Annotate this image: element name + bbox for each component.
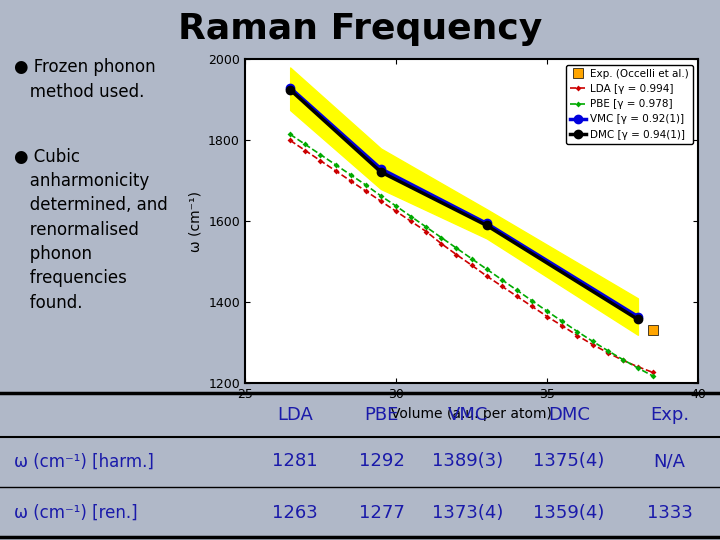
Text: LDA: LDA [277, 406, 313, 423]
Text: ● Cubic
   anharmonicity
   determined, and
   renormalised
   phonon
   frequen: ● Cubic anharmonicity determined, and re… [14, 148, 168, 312]
Line: DMC [γ = 0.94(1)]: DMC [γ = 0.94(1)] [286, 86, 642, 323]
PBE [γ = 0.978] [558, 318, 567, 325]
DMC [γ = 0.94(1)] [286, 86, 294, 93]
PBE [γ = 0.978] [467, 255, 476, 262]
LDA [γ = 0.994] [618, 357, 627, 363]
LDA [γ = 0.994] [392, 208, 400, 214]
LDA [γ = 0.994] [331, 167, 340, 174]
PBE [γ = 0.978] [346, 172, 355, 178]
Legend: Exp. (Occelli et al.), LDA [γ = 0.994], PBE [γ = 0.978], VMC [γ = 0.92(1)], DMC : Exp. (Occelli et al.), LDA [γ = 0.994], … [567, 65, 693, 144]
LDA [γ = 0.994] [377, 198, 385, 204]
Text: 1389(3): 1389(3) [433, 453, 503, 470]
Line: PBE [γ = 0.978]: PBE [γ = 0.978] [288, 132, 655, 378]
PBE [γ = 0.978] [452, 245, 461, 251]
LDA [γ = 0.994] [286, 137, 294, 144]
LDA [γ = 0.994] [361, 188, 370, 194]
Text: ω (cm⁻¹) [ren.]: ω (cm⁻¹) [ren.] [14, 504, 138, 522]
Text: ω (cm⁻¹) [harm.]: ω (cm⁻¹) [harm.] [14, 453, 154, 470]
PBE [γ = 0.978] [543, 308, 552, 314]
Text: ● Frozen phonon
   method used.: ● Frozen phonon method used. [14, 58, 156, 100]
PBE [γ = 0.978] [316, 151, 325, 158]
Y-axis label: ω (cm⁻¹): ω (cm⁻¹) [189, 191, 202, 252]
PBE [γ = 0.978] [528, 298, 536, 304]
VMC [γ = 0.92(1)] [634, 313, 642, 320]
PBE [γ = 0.978] [301, 141, 310, 147]
DMC [γ = 0.94(1)] [377, 168, 385, 175]
Text: 1277: 1277 [359, 504, 405, 522]
LDA [γ = 0.994] [588, 341, 597, 348]
LDA [γ = 0.994] [543, 313, 552, 320]
Text: 1333: 1333 [647, 504, 693, 522]
Text: DMC: DMC [548, 406, 590, 423]
DMC [γ = 0.94(1)] [482, 222, 491, 228]
LDA [γ = 0.994] [634, 363, 642, 370]
PBE [γ = 0.978] [331, 161, 340, 168]
LDA [γ = 0.994] [407, 218, 415, 225]
Text: 1292: 1292 [359, 453, 405, 470]
LDA [γ = 0.994] [573, 332, 582, 339]
VMC [γ = 0.92(1)] [377, 165, 385, 172]
PBE [γ = 0.978] [286, 131, 294, 138]
Text: N/A: N/A [654, 453, 685, 470]
Text: Raman Frequency: Raman Frequency [178, 12, 542, 46]
PBE [γ = 0.978] [482, 266, 491, 272]
LDA [γ = 0.994] [528, 303, 536, 309]
LDA [γ = 0.994] [649, 369, 657, 376]
Line: LDA [γ = 0.994]: LDA [γ = 0.994] [288, 138, 655, 375]
PBE [γ = 0.978] [573, 328, 582, 335]
DMC [γ = 0.94(1)] [634, 316, 642, 322]
PBE [γ = 0.978] [392, 202, 400, 209]
LDA [γ = 0.994] [498, 283, 506, 289]
LDA [γ = 0.994] [467, 262, 476, 268]
Text: PBE: PBE [364, 406, 399, 423]
Text: VMC: VMC [448, 406, 488, 423]
LDA [γ = 0.994] [422, 228, 431, 235]
LDA [γ = 0.994] [346, 178, 355, 184]
LDA [γ = 0.994] [603, 349, 612, 356]
PBE [γ = 0.978] [603, 347, 612, 354]
LDA [γ = 0.994] [316, 157, 325, 164]
VMC [γ = 0.92(1)] [482, 220, 491, 227]
LDA [γ = 0.994] [558, 322, 567, 329]
PBE [γ = 0.978] [498, 276, 506, 283]
VMC [γ = 0.92(1)] [286, 84, 294, 91]
Text: 1375(4): 1375(4) [533, 453, 605, 470]
LDA [γ = 0.994] [513, 293, 521, 300]
PBE [γ = 0.978] [649, 373, 657, 379]
Line: VMC [γ = 0.92(1)]: VMC [γ = 0.92(1)] [286, 84, 642, 321]
PBE [γ = 0.978] [377, 193, 385, 199]
PBE [γ = 0.978] [407, 213, 415, 220]
PBE [γ = 0.978] [437, 234, 446, 241]
Text: 1263: 1263 [272, 504, 318, 522]
LDA [γ = 0.994] [301, 147, 310, 154]
LDA [γ = 0.994] [437, 240, 446, 247]
LDA [γ = 0.994] [482, 273, 491, 279]
PBE [γ = 0.978] [618, 356, 627, 363]
PBE [γ = 0.978] [361, 181, 370, 188]
Text: 1373(4): 1373(4) [432, 504, 504, 522]
PBE [γ = 0.978] [422, 224, 431, 230]
LDA [γ = 0.994] [452, 251, 461, 258]
Text: 1359(4): 1359(4) [533, 504, 605, 522]
X-axis label: Volume (a.u. per atom): Volume (a.u. per atom) [391, 407, 552, 421]
PBE [γ = 0.978] [513, 287, 521, 293]
PBE [γ = 0.978] [634, 364, 642, 371]
Text: Exp.: Exp. [650, 406, 689, 423]
Text: 1281: 1281 [272, 453, 318, 470]
PBE [γ = 0.978] [588, 338, 597, 345]
